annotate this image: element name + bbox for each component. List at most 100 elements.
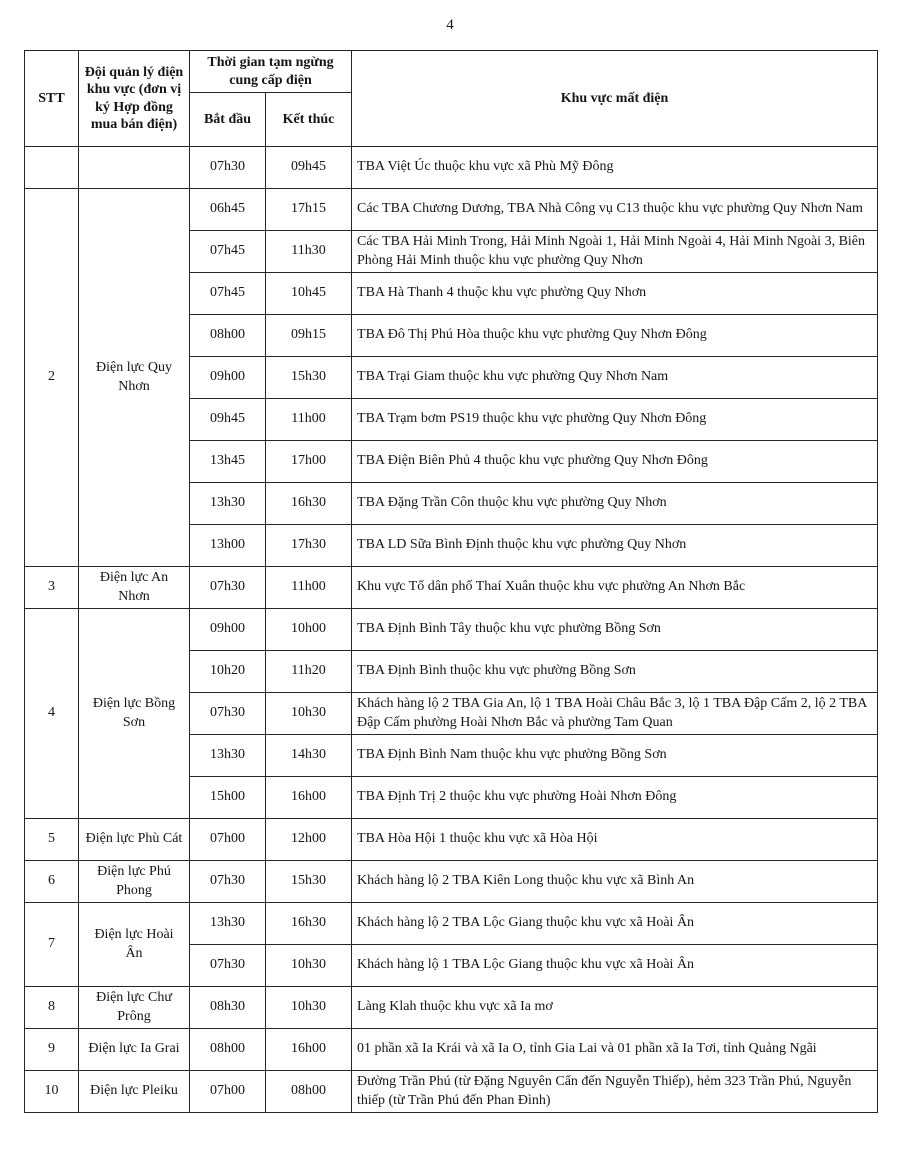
area-cell: TBA Hà Thanh 4 thuộc khu vực phường Quy …	[351, 272, 879, 315]
table-row: 15h00 16h00 TBA Định Trị 2 thuộc khu vực p…	[25, 776, 879, 819]
start-time-cell: 09h00	[189, 608, 266, 651]
table-row: 07h30 10h30 Khách hàng lộ 1 TBA Lộc Giang …	[25, 944, 879, 987]
unit-cell: Điện lực Ia Grai	[78, 1028, 190, 1071]
end-time-cell: 16h30	[264, 902, 353, 945]
table-row: 13h45 17h00 TBA Điện Biên Phủ 4 thuộc khu …	[25, 440, 879, 483]
start-time-cell: 07h30	[189, 944, 266, 987]
area-cell: TBA Việt Úc thuộc khu vực xã Phù Mỹ Đông	[351, 146, 879, 189]
start-time-cell: 07h30	[189, 860, 266, 903]
unit-cell	[78, 146, 190, 189]
area-cell: 01 phần xã Ia Krái và xã Ia O, tỉnh Gia …	[351, 1028, 879, 1071]
table-body: 07h30 09h45 TBA Việt Úc thuộc khu vực xã P…	[24, 146, 879, 1113]
area-cell: TBA Trạm bơm PS19 thuộc khu vực phường Q…	[351, 398, 879, 441]
stt-cell: 8	[24, 986, 79, 1029]
start-time-cell: 13h30	[189, 482, 266, 525]
page-number: 4	[446, 17, 454, 33]
unit-cell: Điện lực An Nhơn	[78, 566, 190, 609]
area-cell: TBA Định Bình Nam thuộc khu vực phường B…	[351, 734, 879, 777]
column-header-time-group: Thời gian tạm ngừng cung cấp điện	[188, 50, 353, 93]
end-time-cell: 11h20	[264, 650, 353, 693]
start-time-cell: 07h45	[189, 272, 266, 315]
column-header-area: Khu vực mất điện	[351, 50, 879, 147]
table-row: 3 Điện lực An Nhơn 07h30 11h00 Khu vực Tổ dâ…	[24, 566, 879, 609]
end-time-cell: 10h30	[264, 986, 353, 1029]
end-time-cell: 10h30	[264, 944, 353, 987]
column-header-stt: STT	[24, 50, 79, 147]
table-row: 6 Điện lực Phú Phong 07h30 15h30 Khách hàng …	[24, 860, 879, 903]
unit-cell: Điện lực Chư Prông	[78, 986, 190, 1029]
table-row: 4 Điện lực Bồng Sơn 09h00 10h00 TBA Định Bìn…	[24, 608, 879, 819]
end-time-cell: 11h30	[264, 230, 353, 273]
stt-cell: 9	[24, 1028, 79, 1071]
stt-cell: 4	[24, 608, 79, 819]
end-time-cell: 16h30	[264, 482, 353, 525]
start-time-cell: 07h30	[189, 146, 266, 189]
end-time-cell: 16h00	[264, 1028, 353, 1071]
start-time-cell: 13h30	[189, 902, 266, 945]
area-cell: TBA Định Trị 2 thuộc khu vực phường Hoài…	[351, 776, 879, 819]
table-row: 07h45 11h30 Các TBA Hải Minh Trong, Hải Mi…	[25, 230, 879, 273]
end-time-cell: 17h15	[264, 188, 353, 231]
area-cell: Khách hàng lộ 2 TBA Lộc Giang thuộc khu …	[351, 902, 879, 945]
table-row: 10 Điện lực Pleiku 07h00 08h00 Đường Trần Ph…	[24, 1070, 879, 1113]
stt-cell: 7	[24, 902, 79, 987]
stt-cell	[24, 146, 79, 189]
end-time-cell: 10h45	[264, 272, 353, 315]
stt-cell: 10	[24, 1070, 79, 1113]
end-time-cell: 08h00	[264, 1070, 353, 1113]
area-cell: TBA Hòa Hội 1 thuộc khu vực xã Hòa Hội	[351, 818, 879, 861]
unit-cell: Điện lực Phù Cát	[78, 818, 190, 861]
start-time-cell: 13h45	[189, 440, 266, 483]
area-cell: Đường Trần Phú (từ Đặng Nguyên Cẩn đến N…	[351, 1070, 879, 1113]
end-time-cell: 10h00	[264, 608, 353, 651]
column-header-unit: Đội quản lý điện khu vực (đơn vị ký Hợp …	[78, 50, 190, 147]
area-cell: TBA Đặng Trần Côn thuộc khu vực phường Q…	[351, 482, 879, 525]
end-time-cell: 09h45	[264, 146, 353, 189]
area-cell: Các TBA Chương Dương, TBA Nhà Công vụ C1…	[351, 188, 879, 231]
column-header-start-time: Bắt đầu	[189, 92, 266, 147]
stt-cell: 5	[24, 818, 79, 861]
area-cell: TBA Định Bình thuộc khu vực phường Bồng …	[351, 650, 879, 693]
start-time-cell: 08h00	[189, 314, 266, 357]
end-time-cell: 15h30	[264, 860, 353, 903]
table-row: 07h30 10h30 Khách hàng lộ 2 TBA Gia An, lộ…	[25, 692, 879, 735]
start-time-cell: 13h30	[189, 734, 266, 777]
area-cell: TBA Định Bình Tây thuộc khu vực phường B…	[351, 608, 879, 651]
table-row: 07h30 09h45 TBA Việt Úc thuộc khu vực xã P…	[24, 146, 879, 189]
end-time-cell: 17h00	[264, 440, 353, 483]
area-cell: Khách hàng lộ 2 TBA Gia An, lộ 1 TBA Hoà…	[351, 692, 879, 735]
start-time-cell: 06h45	[189, 188, 266, 231]
start-time-cell: 07h00	[189, 818, 266, 861]
area-cell: TBA Đô Thị Phú Hòa thuộc khu vực phường …	[351, 314, 879, 357]
area-cell: Các TBA Hải Minh Trong, Hải Minh Ngoài 1…	[351, 230, 879, 273]
stt-cell: 3	[24, 566, 79, 609]
area-cell: TBA Trại Giam thuộc khu vực phường Quy N…	[351, 356, 879, 399]
table-row: 09h00 15h30 TBA Trại Giam thuộc khu vực ph…	[25, 356, 879, 399]
table-header: STT Đội quản lý điện khu vực (đơn vị ký …	[24, 50, 879, 147]
table-row: 10h20 11h20 TBA Định Bình thuộc khu vực ph…	[25, 650, 879, 693]
end-time-cell: 11h00	[264, 566, 353, 609]
area-cell: TBA LD Sữa Bình Định thuộc khu vực phườn…	[351, 524, 879, 567]
table-row: 9 Điện lực Ia Grai 08h00 16h00 01 phần xã Ia…	[24, 1028, 879, 1071]
table-row: 5 Điện lực Phù Cát 07h00 12h00 TBA Hòa Hội 1…	[24, 818, 879, 861]
end-time-cell: 12h00	[264, 818, 353, 861]
start-time-cell: 09h45	[189, 398, 266, 441]
start-time-cell: 07h45	[189, 230, 266, 273]
start-time-cell: 13h00	[189, 524, 266, 567]
table-row: 13h30 14h30 TBA Định Bình Nam thuộc khu vự…	[25, 734, 879, 777]
end-time-cell: 17h30	[264, 524, 353, 567]
stt-cell: 2	[24, 188, 79, 567]
stt-cell: 6	[24, 860, 79, 903]
start-time-cell: 07h30	[189, 566, 266, 609]
end-time-cell: 14h30	[264, 734, 353, 777]
end-time-cell: 15h30	[264, 356, 353, 399]
end-time-cell: 16h00	[264, 776, 353, 819]
unit-cell: Điện lực Hoài Ân	[78, 902, 190, 987]
unit-cell: Điện lực Pleiku	[78, 1070, 190, 1113]
start-time-cell: 08h00	[189, 1028, 266, 1071]
outage-schedule-table: STT Đội quản lý điện khu vực (đơn vị ký …	[24, 50, 879, 1113]
end-time-cell: 09h15	[264, 314, 353, 357]
start-time-cell: 08h30	[189, 986, 266, 1029]
table-row: 7 Điện lực Hoài Ân 13h30 16h30 Khách hàng lộ…	[24, 902, 879, 987]
start-time-cell: 15h00	[189, 776, 266, 819]
